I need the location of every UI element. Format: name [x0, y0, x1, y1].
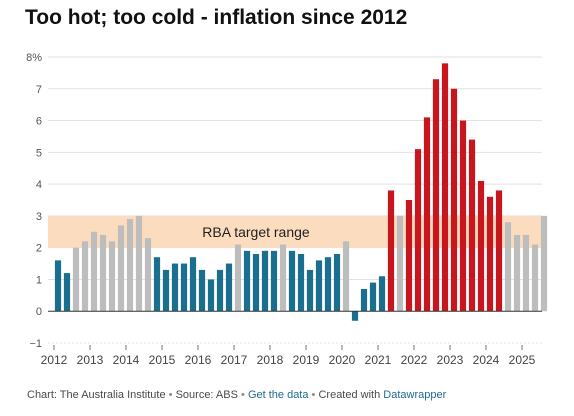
footer-separator: •	[311, 389, 319, 401]
bar-2013-q1	[90, 231, 98, 312]
y-tick-label: 7	[36, 84, 42, 96]
rba-target-range-label: RBA target range	[202, 224, 310, 240]
x-tick-label: 2016	[185, 353, 212, 367]
bar-2016-q3	[216, 269, 224, 312]
bar-2012-q3	[72, 247, 80, 312]
x-tick-label: 2018	[257, 353, 284, 367]
bar-2015-q3	[180, 263, 188, 312]
bar-2017-q3	[252, 254, 260, 312]
y-tick-label: 5	[36, 147, 42, 159]
bar-2017-q4	[261, 250, 269, 312]
bar-2020-q1	[342, 241, 350, 312]
bar-2025-q2	[531, 244, 539, 312]
y-tick-label: 4	[36, 179, 42, 191]
bar-2018-q2	[279, 244, 287, 312]
bar-2023-q3	[468, 139, 476, 312]
x-tick-label: 2015	[149, 353, 176, 367]
bar-2023-q1	[450, 88, 458, 312]
x-tick-label: 2021	[365, 353, 392, 367]
x-tick-label: 2014	[113, 353, 140, 367]
bar-2012-q1	[54, 260, 62, 312]
bar-2024-q2	[495, 190, 503, 312]
bar-2014-q1	[126, 219, 134, 312]
footer-separator: •	[168, 389, 176, 401]
bar-2013-q3	[108, 241, 116, 312]
bar-2012-q4	[81, 241, 89, 312]
bar-2015-q4	[189, 257, 197, 312]
bar-2023-q2	[459, 120, 467, 312]
bar-2021-q1	[378, 276, 386, 312]
x-tick-label: 2024	[473, 353, 500, 367]
bar-2014-q2	[135, 215, 143, 312]
bar-2014-q3	[144, 238, 152, 312]
footer-source: Source: ABS	[175, 389, 238, 401]
bar-2017-q1	[234, 244, 242, 312]
bar-2016-q2	[207, 279, 215, 312]
bar-2025-q3	[540, 215, 548, 312]
bar-2024-q3	[504, 222, 512, 312]
y-tick-label: −1	[29, 338, 42, 350]
footer-created-with: Created with	[318, 389, 381, 401]
x-tick-label: 2022	[401, 353, 428, 367]
x-tick-label: 2023	[437, 353, 464, 367]
bar-2022-q2	[423, 117, 431, 312]
y-tick-label: 0	[36, 306, 42, 318]
chart-title: Too hot; too cold - inflation since 2012	[25, 6, 408, 29]
bar-2012-q2	[63, 273, 71, 312]
bar-2020-q2	[351, 311, 359, 321]
bar-2018-q3	[288, 250, 296, 312]
bar-2015-q1	[162, 269, 170, 312]
bar-2025-q1	[522, 234, 530, 312]
bar-2023-q4	[477, 180, 485, 312]
bar-2022-q4	[441, 63, 449, 312]
x-tick-label: 2019	[293, 353, 320, 367]
x-tick-label: 2013	[77, 353, 104, 367]
x-tick-label: 2017	[221, 353, 248, 367]
bar-2013-q4	[117, 225, 125, 312]
y-axis-ticks: −1 0 1 2 3 4 5 6 7 8%	[26, 52, 42, 350]
bar-2019-q3	[324, 257, 332, 312]
y-tick-label: 2	[36, 243, 42, 255]
footer-credit: Chart: The Australia Institute	[27, 389, 166, 401]
bar-2018-q1	[270, 250, 278, 312]
bar-2020-q4	[369, 282, 377, 312]
bar-2024-q4	[513, 234, 521, 312]
bar-2021-q2	[387, 190, 395, 312]
bar-2024-q1	[486, 196, 494, 312]
bar-2020-q3	[360, 288, 368, 312]
bar-2019-q4	[333, 254, 341, 312]
bar-2013-q2	[99, 234, 107, 312]
bar-2016-q1	[198, 269, 206, 312]
y-tick-label: 1	[36, 274, 42, 286]
bar-2022-q1	[414, 149, 422, 312]
chart-footer: Chart: The Australia Institute • Source:…	[27, 389, 446, 401]
bars	[54, 63, 548, 321]
get-the-data-link[interactable]: Get the data	[247, 389, 309, 401]
bar-2016-q4	[225, 263, 233, 312]
bar-2019-q1	[306, 269, 314, 312]
bar-2019-q2	[315, 260, 323, 312]
y-tick-label: 6	[36, 116, 42, 128]
x-tick-label: 2020	[329, 353, 356, 367]
x-axis-ticks: 2012 2013 2014 2015 2016 2017 2018 2019 2020 2021…	[41, 345, 536, 367]
bar-2021-q3	[396, 215, 404, 312]
bar-2018-q4	[297, 254, 305, 312]
bar-2015-q2	[171, 263, 179, 312]
x-tick-label: 2012	[41, 353, 68, 367]
y-tick-label: 8%	[26, 52, 42, 64]
bar-2014-q4	[153, 257, 161, 312]
bar-2017-q2	[243, 250, 251, 312]
footer-separator: •	[241, 389, 248, 401]
x-tick-label: 2025	[509, 353, 536, 367]
datawrapper-link[interactable]: Datawrapper	[383, 389, 447, 401]
bar-2021-q4	[405, 200, 413, 312]
y-tick-label: 3	[36, 211, 42, 223]
bar-2022-q3	[432, 79, 440, 312]
